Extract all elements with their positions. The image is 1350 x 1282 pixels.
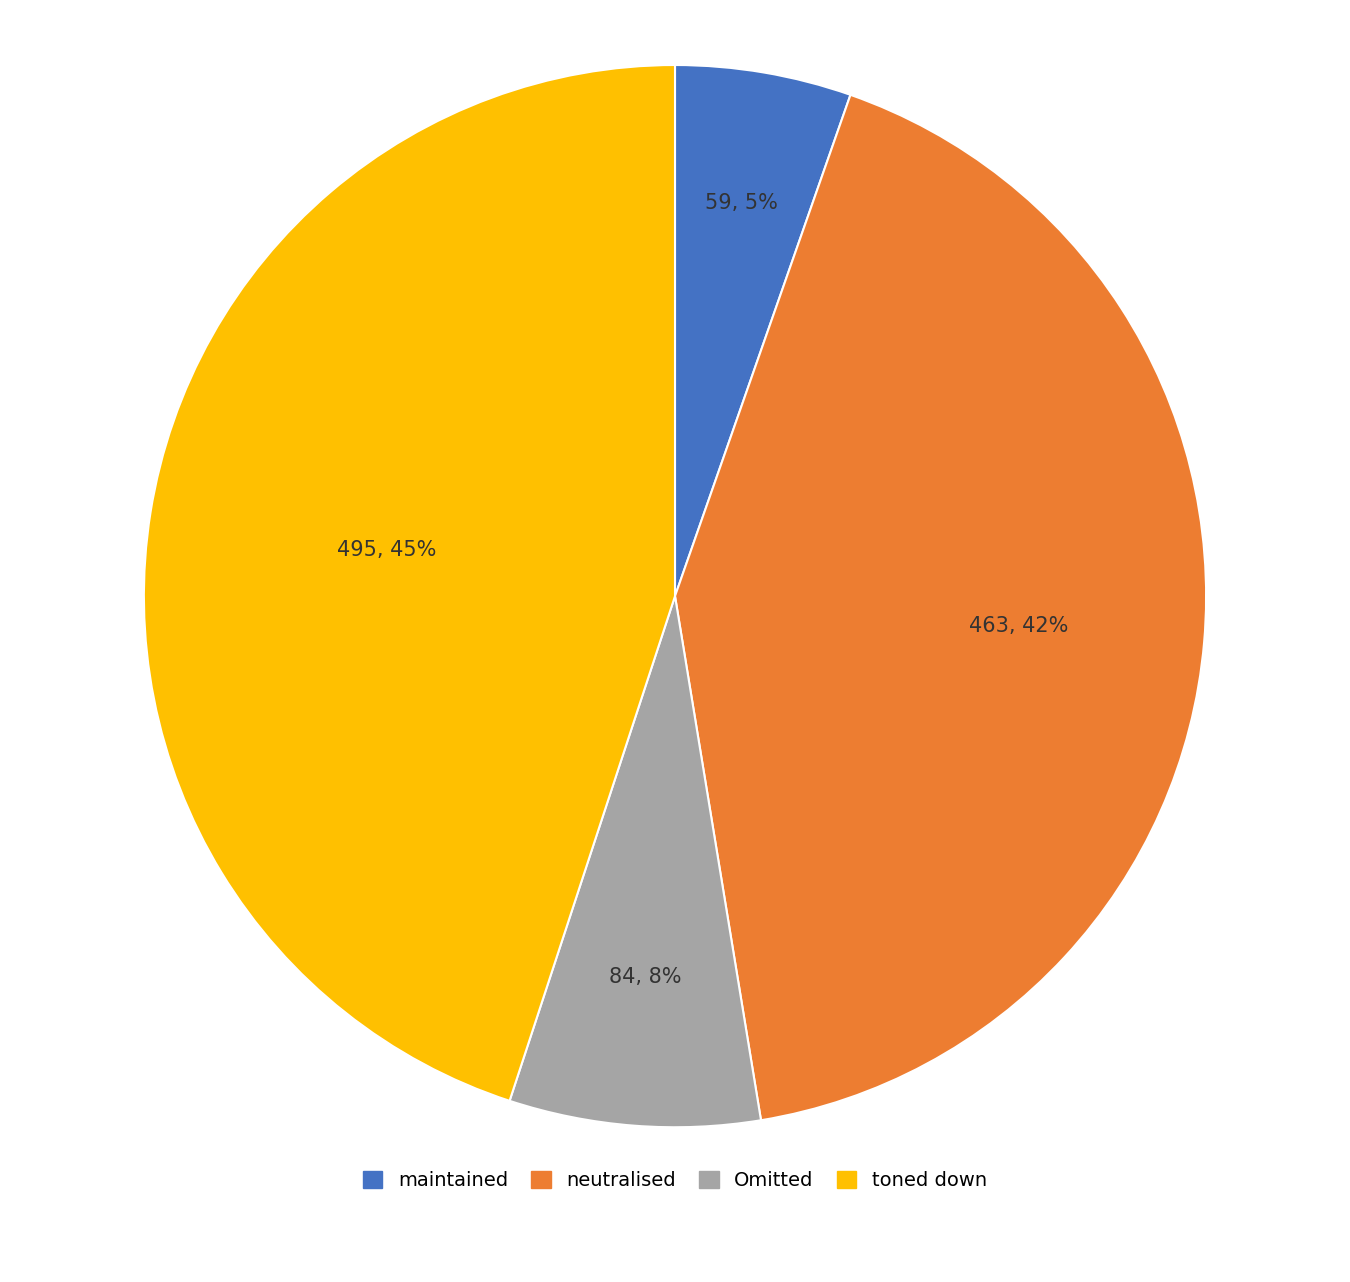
Text: 463, 42%: 463, 42% [969,617,1069,636]
Wedge shape [144,65,675,1101]
Legend: maintained, neutralised, Omitted, toned down: maintained, neutralised, Omitted, toned … [354,1161,996,1200]
Text: 495, 45%: 495, 45% [338,540,436,560]
Wedge shape [675,95,1206,1120]
Wedge shape [675,65,850,596]
Wedge shape [509,596,761,1127]
Text: 84, 8%: 84, 8% [609,968,682,987]
Text: 59, 5%: 59, 5% [705,194,778,213]
